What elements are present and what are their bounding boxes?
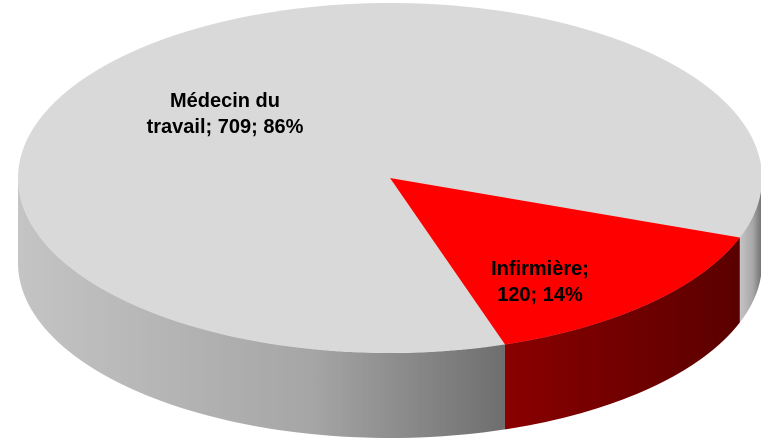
slice-side: [739, 190, 761, 323]
slice: [390, 178, 740, 345]
data-label: Infirmière; 120; 14%: [491, 258, 589, 306]
slice-side: [18, 178, 505, 438]
data-label: Médecin du travail; 709; 86%: [146, 90, 304, 138]
slice-side: [504, 237, 740, 430]
slice: [18, 3, 761, 353]
